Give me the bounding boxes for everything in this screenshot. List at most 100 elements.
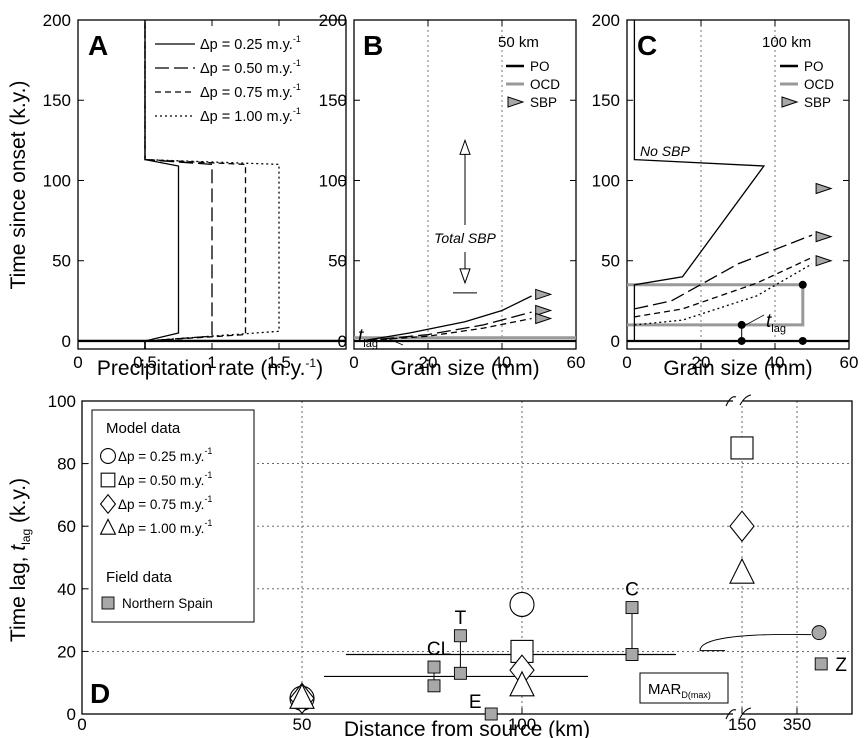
legend-label: Δp = 0.75 m.y.-1: [118, 494, 212, 512]
legend-label-part: Δp = 1.00 m.y.: [118, 521, 204, 536]
x-axis-label: Distance from source (km): [344, 718, 590, 738]
sbp-marker: [816, 232, 831, 242]
x-tick-label: 0: [622, 353, 631, 372]
y-tick-label: 150: [43, 91, 71, 110]
legend-label-part: -1: [204, 494, 212, 504]
tlag-label-part: lag: [363, 338, 378, 350]
x-tick-label: 60: [567, 353, 586, 372]
x-tick-label: 150: [728, 715, 756, 734]
mar-callout-label-part: MAR: [648, 681, 682, 698]
field-data-square: [815, 658, 827, 670]
field-data-square: [428, 661, 440, 673]
x-axis-label-part: ): [316, 357, 323, 380]
legend-label: OCD: [804, 77, 834, 92]
legend-label: Δp = 0.25 m.y.-1: [118, 446, 212, 464]
legend-sbp-marker: [508, 97, 523, 107]
model-triangle-marker: [730, 559, 754, 583]
field-data-square: [454, 630, 466, 642]
x-axis-label-part: -1: [305, 356, 316, 370]
tlag-label-part: lag: [771, 323, 786, 335]
field-site-label: E: [469, 692, 482, 713]
field-site-label: CL: [427, 639, 451, 660]
y-tick-label: 50: [601, 252, 620, 271]
mar-callout-label-part: D(max): [681, 690, 711, 700]
y-axis-label-part: lag: [19, 529, 33, 545]
legend-label-part: Δp = 0.25 m.y.: [118, 449, 204, 464]
panel-label: C: [637, 30, 657, 61]
panel-title: 100 km: [762, 34, 811, 51]
sbp-marker: [816, 256, 831, 266]
no-sbp-label: No SBP: [640, 143, 690, 159]
legend-field-marker: [102, 597, 114, 609]
legend-label-part: -1: [204, 518, 212, 528]
y-tick-label: 150: [319, 91, 347, 110]
field-site-label: T: [455, 608, 467, 629]
x-tick-label: 350: [783, 715, 811, 734]
legend-label: SBP: [530, 95, 557, 110]
axis-break-gap: [733, 396, 743, 406]
legend-title: Field data: [106, 569, 173, 586]
legend-label: PO: [530, 59, 550, 74]
legend-label-part: Δp = 0.25 m.y.: [200, 37, 293, 53]
y-axis-label: Time lag, tlag (k.y.): [7, 478, 33, 642]
x-axis-label: Precipitation rate (m.y.-1): [97, 356, 323, 380]
legend-label-part: Δp = 0.50 m.y.: [118, 473, 204, 488]
legend-label-part: Δp = 0.50 m.y.: [200, 61, 293, 77]
y-tick-label: 50: [328, 252, 347, 271]
legend-title: Model data: [106, 420, 181, 437]
panel-title: 50 km: [498, 34, 539, 51]
panel-d: 0 50 100 150 350020406080100CLTECZMARD(max)M…: [7, 392, 852, 738]
legend-label: SBP: [804, 95, 831, 110]
panel-label: A: [88, 30, 108, 61]
y-tick-label: 100: [319, 171, 347, 190]
field-data-square: [454, 667, 466, 679]
model-circle-marker: [510, 592, 534, 616]
x-axis-label: Grain size (mm): [663, 357, 812, 380]
data-point: [738, 337, 746, 345]
legend-circle-marker: [101, 449, 116, 464]
data-point: [799, 337, 807, 345]
arrow-head-up: [460, 140, 470, 154]
legend-label-part: Δp = 0.75 m.y.: [118, 497, 204, 512]
legend-square-marker: [101, 473, 115, 487]
data-point: [799, 281, 807, 289]
legend-label-part: -1: [293, 106, 301, 116]
panel-label: B: [363, 30, 383, 61]
legend-label: Δp = 0.25 m.y.-1: [200, 34, 301, 53]
legend-label: OCD: [530, 77, 560, 92]
legend-sbp-marker: [782, 97, 797, 107]
y-axis-label-part: (k.y.): [7, 478, 30, 529]
sbp-marker: [816, 184, 831, 194]
mar-marker: [812, 626, 826, 640]
legend-label-part: Δp = 1.00 m.y.: [200, 109, 293, 125]
field-data-square: [626, 602, 638, 614]
y-tick-label: 20: [57, 642, 76, 661]
sbp-curve: [634, 20, 764, 341]
y-axis-label: Time since onset (k.y.): [7, 81, 30, 290]
arrow-head-down: [460, 269, 470, 283]
legend-label-part: Δp = 0.75 m.y.: [200, 85, 293, 101]
legend-label: Δp = 0.50 m.y.-1: [200, 58, 301, 77]
y-tick-label: 50: [52, 252, 71, 271]
legend-label: Δp = 1.00 m.y.-1: [118, 518, 212, 536]
field-data-square: [428, 680, 440, 692]
y-tick-label: 0: [611, 332, 620, 351]
y-axis-label-part: Time lag,: [7, 551, 30, 642]
field-site-label: Z: [835, 655, 847, 676]
x-tick-label: 0: [349, 353, 358, 372]
y-tick-label: 100: [592, 171, 620, 190]
y-tick-label: 80: [57, 455, 76, 474]
x-axis-label-part: Precipitation rate (m.y.: [97, 357, 306, 380]
legend-label: Δp = 0.75 m.y.-1: [200, 82, 301, 101]
legend-label-part: -1: [293, 34, 301, 44]
model-diamond-marker: [730, 511, 754, 541]
sbp-curve: [634, 258, 812, 317]
y-tick-label: 40: [57, 580, 76, 599]
y-tick-label: 150: [592, 91, 620, 110]
x-tick-label: 50: [293, 715, 312, 734]
field-site-label: C: [625, 580, 639, 601]
sbp-marker: [536, 289, 551, 299]
legend-label: Δp = 0.50 m.y.-1: [118, 470, 212, 488]
legend-label-part: -1: [204, 446, 212, 456]
